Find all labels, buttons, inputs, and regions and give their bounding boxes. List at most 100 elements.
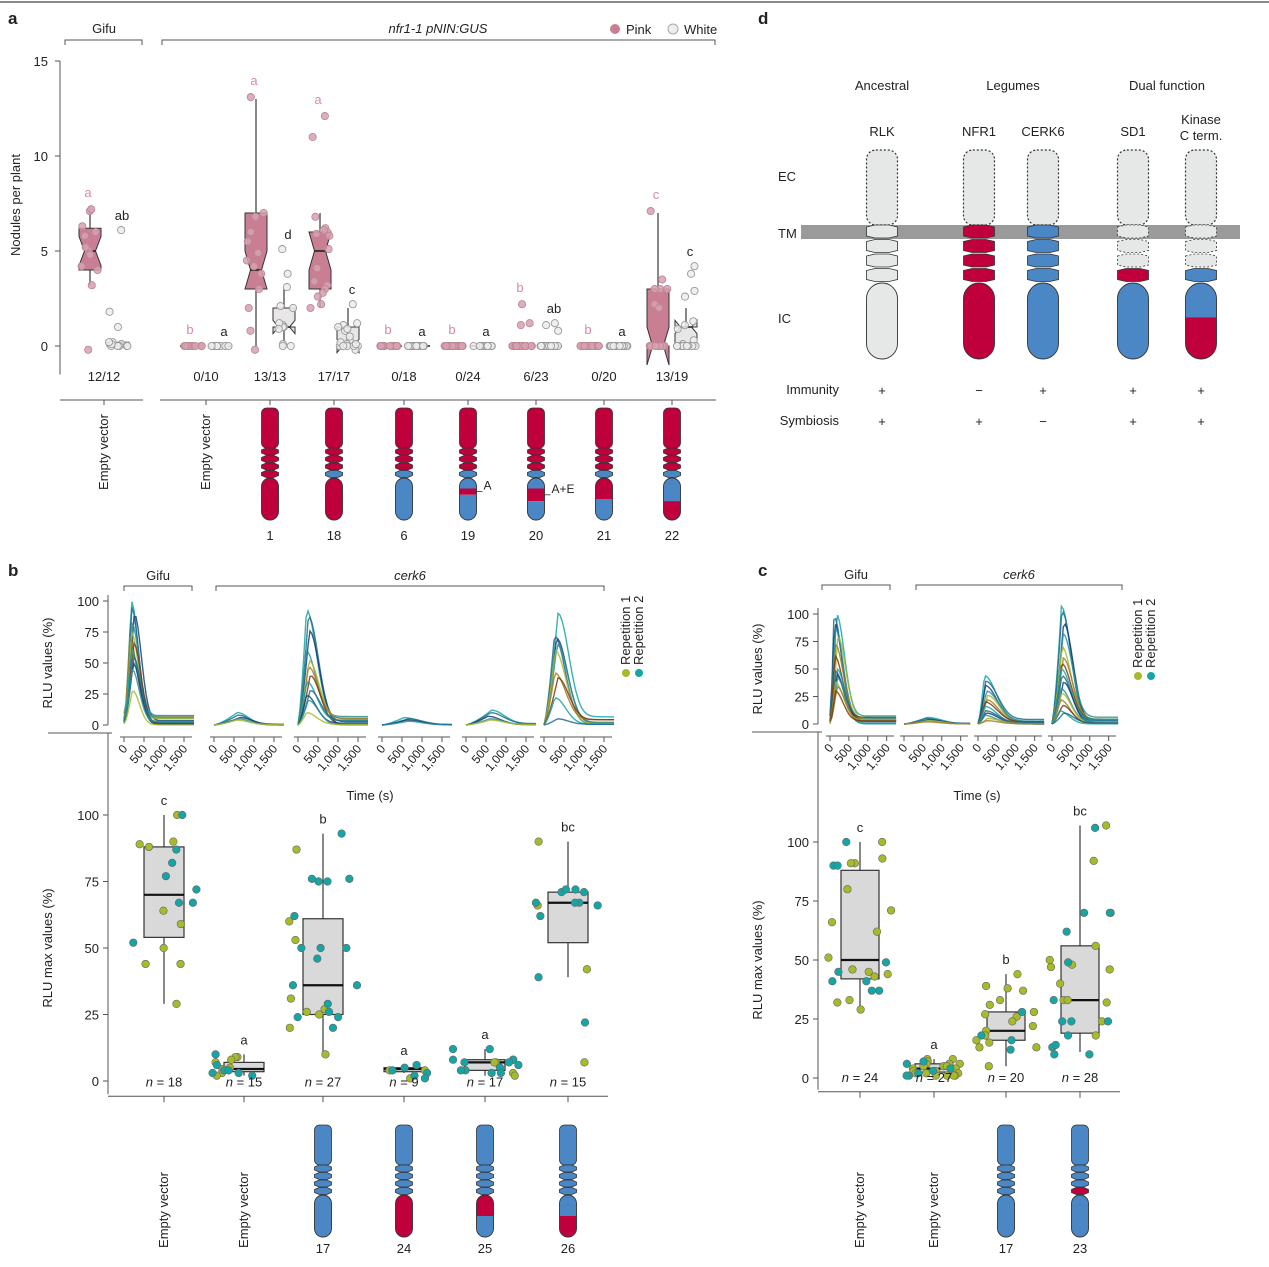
rlu-max-point	[1063, 1031, 1073, 1040]
ectodomain	[325, 407, 343, 449]
rlu-max-point	[570, 898, 580, 907]
line-y-axis-title: RLU values (%)	[40, 617, 55, 708]
rlu-max-point	[1089, 856, 1098, 865]
rlu-trace	[123, 668, 194, 724]
white-data-point	[550, 319, 559, 328]
tm-segment	[663, 470, 681, 478]
receptor-glyph-20: A+E	[527, 407, 575, 521]
y-tick-label: 15	[34, 54, 48, 69]
tm-segment	[395, 447, 413, 456]
row-label-ec: EC	[778, 169, 796, 184]
pink-data-point	[651, 341, 660, 351]
rlu-max-point	[1006, 1045, 1015, 1054]
kinase-segment	[527, 488, 545, 502]
pink-data-point	[78, 222, 87, 231]
receptor-name: CERK6	[1021, 124, 1064, 139]
rlu-max-point	[982, 981, 991, 991]
significance-letter: a	[240, 1032, 248, 1047]
rlu-max-point	[172, 845, 181, 854]
pink-data-point	[246, 93, 255, 102]
legend-rep1-label: Repetition 1	[1130, 599, 1145, 668]
pink-data-point	[242, 256, 252, 265]
white-data-point	[274, 324, 283, 333]
pink-data-point	[77, 262, 86, 271]
kinase-outline	[395, 477, 413, 521]
rlu-max-point	[412, 1060, 421, 1070]
white-data-point	[278, 341, 287, 351]
receptor-glyph-SD1	[1116, 149, 1150, 360]
pink-data-point	[93, 265, 102, 275]
pink-data-point	[512, 341, 521, 351]
rlu-max-point	[579, 888, 589, 897]
ectodomain	[1184, 149, 1218, 226]
significance-letter: a	[481, 1027, 489, 1042]
rlu-max-point	[292, 845, 301, 854]
pink-data-point	[306, 303, 315, 313]
kinase-outline	[997, 1194, 1015, 1238]
tm-segment	[663, 455, 681, 463]
legend-rep1-marker	[622, 669, 630, 677]
rlu-max-point	[1056, 979, 1065, 988]
rlu-max-point	[460, 1058, 469, 1067]
tm-segment	[997, 1179, 1015, 1188]
white-data-point	[542, 321, 551, 330]
rlu-max-point	[285, 917, 294, 926]
tm-segment	[314, 1164, 332, 1173]
rlu-max-point	[846, 859, 855, 868]
pink-data-point	[313, 292, 322, 301]
pink-data-point	[325, 231, 334, 240]
time-tick-label: 0	[373, 742, 388, 756]
tm-segment	[261, 455, 279, 463]
empty-vector-label: Empty vector	[96, 413, 111, 490]
rlu-max-point	[995, 996, 1005, 1005]
rlu-max-point	[172, 999, 181, 1008]
rlu-max-point	[286, 994, 296, 1003]
pink-data-point	[663, 284, 672, 294]
group-label-gifu: Gifu	[844, 567, 868, 582]
tm-segment	[559, 1187, 577, 1195]
kinase-outline	[476, 1194, 494, 1238]
white-data-point	[353, 319, 362, 328]
kinase-segment	[314, 1195, 332, 1237]
kinase-segment	[595, 478, 613, 499]
rlu-max-point	[833, 861, 842, 870]
tm-segment	[459, 462, 477, 471]
rlu-max-point	[323, 877, 332, 886]
rlu-max-point	[1103, 1017, 1113, 1026]
rlu-max-point	[1032, 1043, 1041, 1052]
ectodomain	[663, 407, 681, 449]
tm-segment	[997, 1187, 1015, 1195]
pink-data-point	[244, 303, 253, 313]
tm-segment	[459, 455, 477, 463]
rlu-max-point	[297, 943, 306, 953]
pink-data-point	[250, 345, 260, 354]
white-data-point	[547, 341, 556, 351]
rlu-max-point	[211, 1050, 220, 1059]
rlu-max-point	[1013, 970, 1022, 979]
pink-data-point	[320, 112, 329, 121]
pink-data-point	[313, 264, 322, 273]
rlu-trace	[829, 689, 897, 722]
construct-number: 20	[529, 528, 543, 543]
rlu-trace	[977, 680, 1045, 725]
rlu-max-point	[410, 1071, 419, 1080]
rlu-max-point	[864, 967, 873, 976]
construct-number: 19	[461, 528, 475, 543]
rlu-max-point	[881, 958, 891, 967]
pink-data-point	[655, 303, 664, 313]
pink-data-point	[650, 284, 659, 294]
ectodomain	[395, 407, 413, 449]
rlu-max-point	[420, 1074, 430, 1083]
box-y-tick-label: 0	[92, 1074, 99, 1089]
rlu-trace	[829, 642, 897, 721]
rlu-trace	[123, 654, 194, 724]
pink-data-point	[324, 245, 333, 254]
tm-segment	[1071, 1187, 1089, 1195]
rlu-max-point	[333, 1013, 343, 1022]
white-significance-letter: a	[618, 324, 626, 339]
pink-data-point	[308, 132, 317, 142]
pink-box	[646, 288, 670, 366]
category-label-ancestral: Ancestral	[855, 78, 909, 93]
box-y-tick-label: 50	[85, 941, 99, 956]
rlu-trace	[123, 615, 194, 722]
